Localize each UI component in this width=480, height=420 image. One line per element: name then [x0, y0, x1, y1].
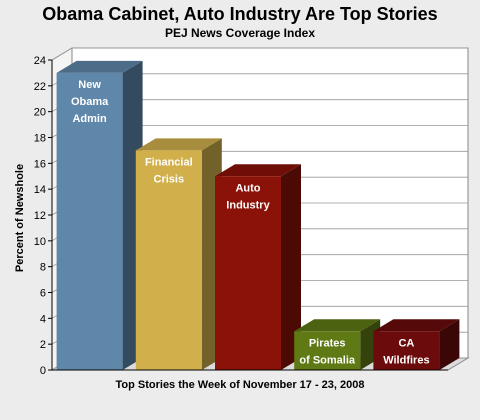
bar-label: Admin [72, 113, 107, 125]
bar-label: Industry [226, 199, 270, 211]
y-tick-label: 16 [34, 158, 46, 170]
y-tick-label: 22 [34, 81, 46, 93]
bar-label: Auto [235, 182, 260, 194]
y-tick-label: 4 [40, 313, 46, 325]
y-tick-label: 24 [34, 55, 46, 67]
gridline [51, 47, 468, 61]
y-axis-label: Percent of Newshole [14, 163, 26, 273]
bar-label: CA [398, 337, 414, 349]
y-tick-label: 10 [34, 236, 46, 248]
chart-subtitle: PEJ News Coverage Index [164, 26, 316, 40]
bar-label: Wildfires [383, 354, 429, 366]
bar-label: Pirates [309, 337, 346, 349]
y-tick-label: 18 [34, 133, 46, 145]
x-axis-label: Top Stories the Week of November 17 - 23… [115, 379, 365, 391]
bar-2 [215, 164, 301, 370]
y-tick-label: 20 [34, 107, 46, 119]
y-tick-label: 0 [40, 365, 46, 377]
bar-label: of Somalia [299, 354, 356, 366]
y-tick-label: 12 [34, 210, 46, 222]
bar-label: New [78, 79, 101, 91]
y-tick-label: 2 [40, 339, 46, 351]
y-tick-label: 8 [40, 262, 46, 274]
y-tick-label: 6 [40, 288, 46, 300]
y-tick-label: 14 [34, 184, 46, 196]
bar-label: Obama [71, 96, 109, 108]
bar-4 [373, 319, 460, 370]
bar-label: Financial [145, 156, 193, 168]
bar-label: Crisis [154, 173, 185, 185]
chart-title: Obama Cabinet, Auto Industry Are Top Sto… [42, 4, 438, 24]
bar-0 [56, 60, 143, 371]
